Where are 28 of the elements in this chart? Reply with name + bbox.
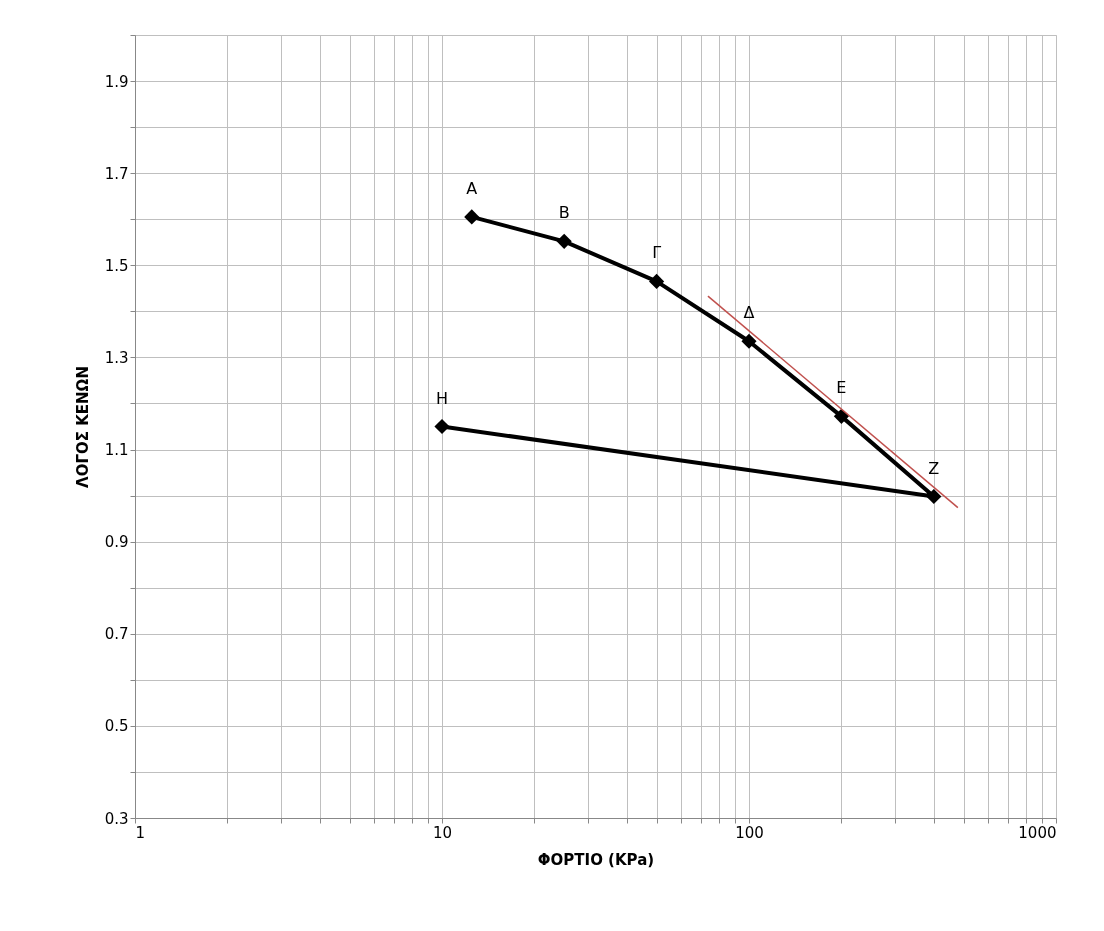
annotation: Β <box>558 203 570 223</box>
annotation: Δ <box>743 303 755 323</box>
y-tick-label: 0.3 <box>104 809 129 828</box>
annotation: Η <box>435 388 449 408</box>
y-tick-label: 1.1 <box>104 441 129 460</box>
y-tick-label: 1.9 <box>104 72 129 91</box>
x-tick-label: 1 <box>135 823 146 842</box>
point <box>833 408 849 424</box>
y-tick-label: 0.9 <box>104 533 129 552</box>
y-axis-title: ΛΟΓΟΣ ΚΕΝΩΝ <box>73 366 92 488</box>
x-tick-label: 1000 <box>1018 823 1057 842</box>
point <box>464 209 480 225</box>
y-tick-label: 1.3 <box>104 348 129 367</box>
annotation: Α <box>466 178 478 198</box>
y-tick-label: 1.7 <box>104 164 129 183</box>
annotation: Γ <box>652 243 662 263</box>
point <box>741 333 757 349</box>
y-tick-label: 0.5 <box>104 717 129 736</box>
annotation: Ζ <box>928 458 940 478</box>
x-tick-label: 10 <box>432 823 453 842</box>
y-tick-label: 1.5 <box>104 256 129 275</box>
point <box>649 273 665 289</box>
x-axis-title: ΦΟΡΤΙΟ (KPa) <box>537 850 655 869</box>
point <box>556 233 572 249</box>
point <box>926 488 942 505</box>
y-tick-label: 0.7 <box>104 625 129 644</box>
annotation: Ε <box>836 378 847 398</box>
x-tick-label: 100 <box>735 823 764 842</box>
